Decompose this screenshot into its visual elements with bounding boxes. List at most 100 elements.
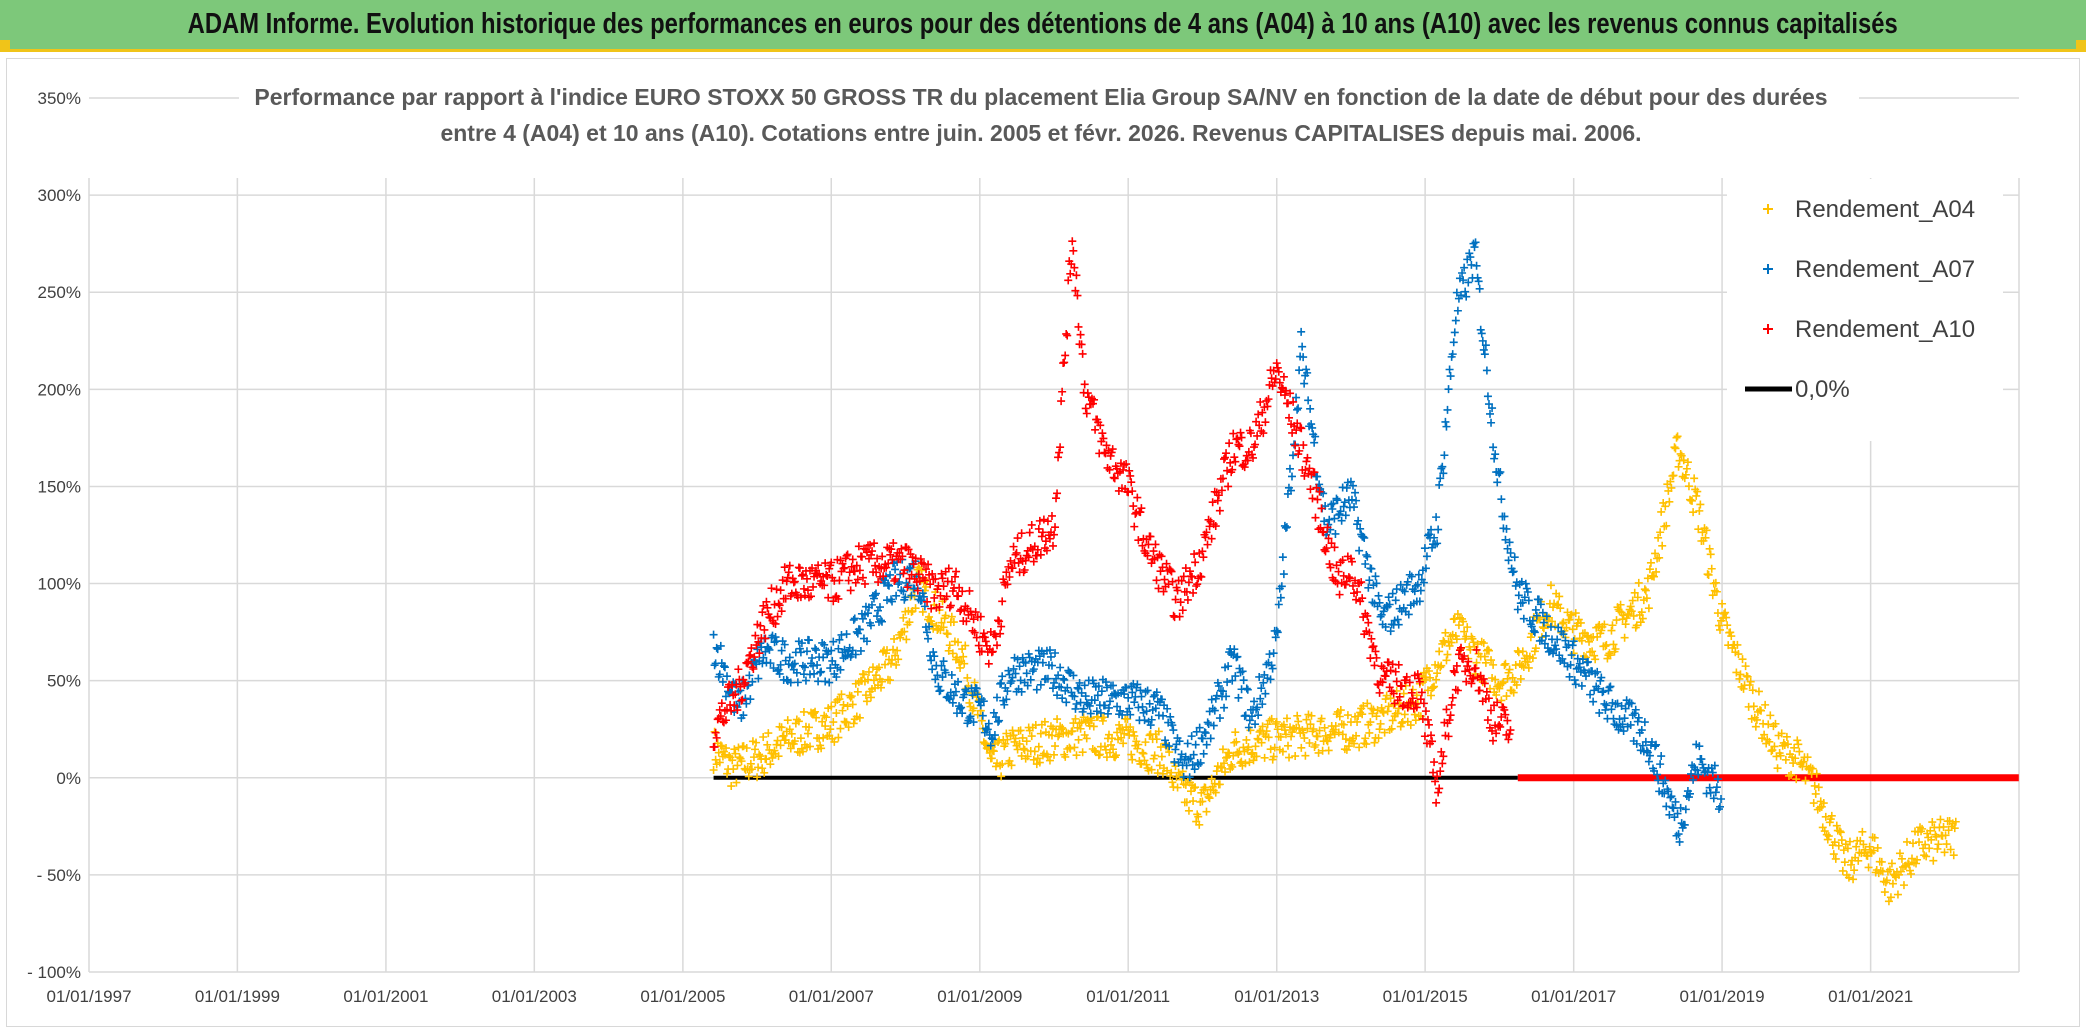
a07-point — [1035, 652, 1044, 661]
a04-point — [937, 618, 946, 627]
a04-point — [1705, 544, 1714, 553]
a07-point — [1261, 689, 1270, 698]
a04-point — [1519, 663, 1528, 672]
a10-point — [1105, 465, 1114, 474]
a07-point — [1371, 572, 1380, 581]
a04-point — [1873, 843, 1882, 852]
a07-point — [1130, 698, 1139, 707]
a10-point — [1324, 534, 1333, 543]
a07-point — [1388, 589, 1397, 598]
a10-point — [1164, 580, 1173, 589]
a07-point — [925, 622, 934, 631]
a07-point — [1124, 693, 1133, 702]
a10-point — [1233, 434, 1242, 443]
performance-scatter-chart: 350%300%250%200%150%100%50%0%- 50%- 100%… — [27, 63, 2020, 1006]
a04-point — [832, 709, 841, 718]
a04-point — [1389, 700, 1398, 709]
a10-point — [850, 567, 859, 576]
a04-point — [1940, 848, 1949, 857]
a07-point — [989, 708, 998, 717]
a07-point — [1163, 704, 1172, 713]
a10-point — [1012, 548, 1021, 557]
a07-point — [1243, 685, 1252, 694]
report-banner: ADAM Informe. Evolution historique des p… — [0, 0, 2086, 52]
a10-point — [1344, 573, 1353, 582]
a04-point — [1314, 748, 1323, 757]
a04-point — [961, 641, 970, 650]
a10-point — [1224, 482, 1233, 491]
a07-point — [1177, 750, 1186, 759]
a07-point — [1442, 422, 1451, 431]
a07-point — [1484, 400, 1493, 409]
a04-point — [859, 670, 868, 679]
a04-point — [1713, 609, 1722, 618]
a10-point — [889, 539, 898, 548]
a10-point — [998, 597, 1007, 606]
a04-point — [949, 618, 958, 627]
a04-point — [1396, 722, 1405, 731]
a10-point — [1208, 498, 1217, 507]
a04-point — [1939, 822, 1948, 831]
a04-point — [1287, 732, 1296, 741]
a10-point — [1037, 532, 1046, 541]
a10-point — [1175, 612, 1184, 621]
a07-point — [941, 668, 950, 677]
a10-point — [1417, 688, 1426, 697]
a10-point — [1168, 577, 1177, 586]
a10-point — [1102, 441, 1111, 450]
a07-point — [1528, 616, 1537, 625]
a07-point — [1475, 284, 1484, 293]
a04-point — [1897, 854, 1906, 863]
a07-point — [1330, 514, 1339, 523]
a04-point — [1291, 752, 1300, 761]
a10-point — [1363, 611, 1372, 620]
a07-point — [1251, 720, 1260, 729]
a07-point — [1466, 253, 1475, 262]
a10-point — [1045, 534, 1054, 543]
a10-point — [1091, 425, 1100, 434]
a04-point — [846, 693, 855, 702]
a04-point — [1020, 745, 1029, 754]
a04-point — [1577, 636, 1586, 645]
a10-point — [1402, 672, 1411, 681]
a04-point — [1285, 753, 1294, 762]
a10-point — [1348, 581, 1357, 590]
a04-point — [1374, 734, 1383, 743]
a07-point — [1363, 552, 1372, 561]
a04-point — [1727, 632, 1736, 641]
a10-point — [1420, 732, 1429, 741]
a10-point — [721, 716, 730, 725]
a10-point — [848, 555, 857, 564]
a07-point — [739, 711, 748, 720]
a04-point — [779, 731, 788, 740]
a04-point — [1576, 618, 1585, 627]
a07-point — [1586, 690, 1595, 699]
a04-point — [1556, 604, 1565, 613]
a04-point — [1715, 625, 1724, 634]
a04-point — [836, 724, 845, 733]
a07-point — [1329, 499, 1338, 508]
a04-point — [1946, 845, 1955, 854]
a07-point — [1299, 353, 1308, 362]
a10-point — [1099, 434, 1108, 443]
a10-point — [839, 564, 848, 573]
a10-point — [870, 539, 879, 548]
a07-point — [1615, 715, 1624, 724]
a07-point — [1071, 704, 1080, 713]
a04-point — [1845, 837, 1854, 846]
a10-point — [827, 558, 836, 567]
a10-point — [1089, 399, 1097, 408]
a04-point — [1138, 748, 1147, 757]
a10-point — [1271, 375, 1280, 384]
a07-point — [765, 645, 774, 654]
a07-point — [796, 648, 805, 657]
a07-point — [1222, 692, 1231, 701]
a07-point — [829, 637, 838, 646]
chart-area: 350% 300% 250% 200% 150% 100% 50% 0% - 50% - 100%… — [6, 58, 2080, 1027]
a07-point — [1080, 681, 1089, 690]
a10-point — [1255, 421, 1264, 430]
a10-point — [770, 600, 779, 609]
a07-point — [1529, 626, 1538, 635]
a04-point — [1072, 751, 1081, 760]
a04-point — [1895, 849, 1904, 858]
